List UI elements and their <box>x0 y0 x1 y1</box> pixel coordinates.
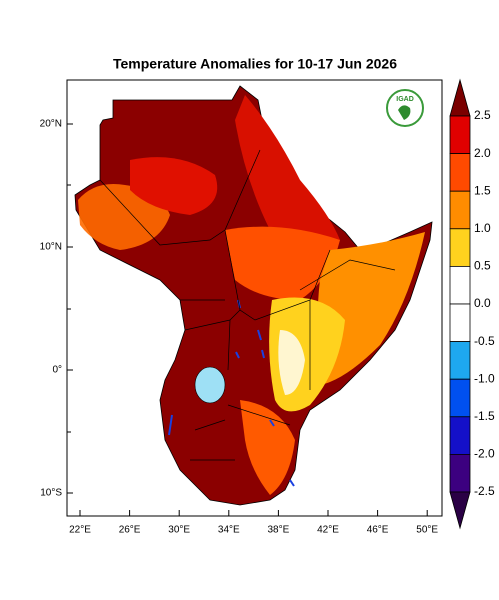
colorbar-label: -1.5 <box>474 409 495 423</box>
anomaly-orange <box>225 226 340 300</box>
borders <box>99 149 396 461</box>
colorbar-box <box>449 228 471 267</box>
colorbar-label: 1.5 <box>474 183 491 197</box>
logo-map <box>398 105 411 120</box>
anomaly-orange <box>240 400 295 495</box>
lat-tick-label: 10°S <box>40 488 62 499</box>
lake-victoria <box>194 366 226 404</box>
colorbar-box <box>449 303 471 342</box>
colorbar-label: 0.0 <box>474 296 491 310</box>
lat-tick-label: 0° <box>52 365 62 376</box>
colorbar-label: 1.0 <box>474 221 491 235</box>
anomaly-white <box>278 330 305 395</box>
anomaly-red <box>235 95 340 244</box>
colorbar-label: -2.0 <box>474 447 495 461</box>
anomaly-orange <box>317 232 425 385</box>
map-title: Temperature Anomalies for 10-17 Jun 2026 <box>113 56 397 72</box>
logo-text: IGAD <box>396 96 414 103</box>
lon-tick-label: 38°E <box>268 525 290 536</box>
colorbar-box <box>449 190 471 230</box>
lon-tick-label: 30°E <box>168 525 190 536</box>
colorbar-box <box>449 265 471 305</box>
colorbar-end-bottom <box>449 491 471 530</box>
colorbar-label: 0.5 <box>474 259 491 273</box>
colorbar-label: 2.0 <box>474 146 491 160</box>
colorbar-label: 2.5 <box>474 108 491 122</box>
lon-tick-label: 22°E <box>69 525 91 536</box>
colorbar-box <box>449 378 471 418</box>
lon-tick-label: 26°E <box>119 525 141 536</box>
lon-tick-label: 42°E <box>317 525 339 536</box>
colorbar-label: -0.5 <box>474 334 495 348</box>
colorbar-label: -2.5 <box>474 484 495 498</box>
lat-tick-label: 20°N <box>40 119 62 130</box>
colorbar-box <box>449 115 471 154</box>
colorbar-box <box>449 341 471 380</box>
colorbar-box <box>449 416 471 455</box>
anomaly-red <box>130 157 218 215</box>
colorbar-box <box>449 453 471 493</box>
lon-tick-label: 50°E <box>416 525 438 536</box>
lat-tick-label: 10°N <box>40 242 62 253</box>
lon-tick-label: 46°E <box>367 525 389 536</box>
colorbar-box <box>449 153 471 192</box>
colorbar-label: -1.0 <box>474 371 495 385</box>
logo: IGAD <box>386 89 424 127</box>
colorbar-end-top <box>449 78 471 117</box>
map-region <box>74 85 433 506</box>
lon-tick-label: 34°E <box>218 525 240 536</box>
